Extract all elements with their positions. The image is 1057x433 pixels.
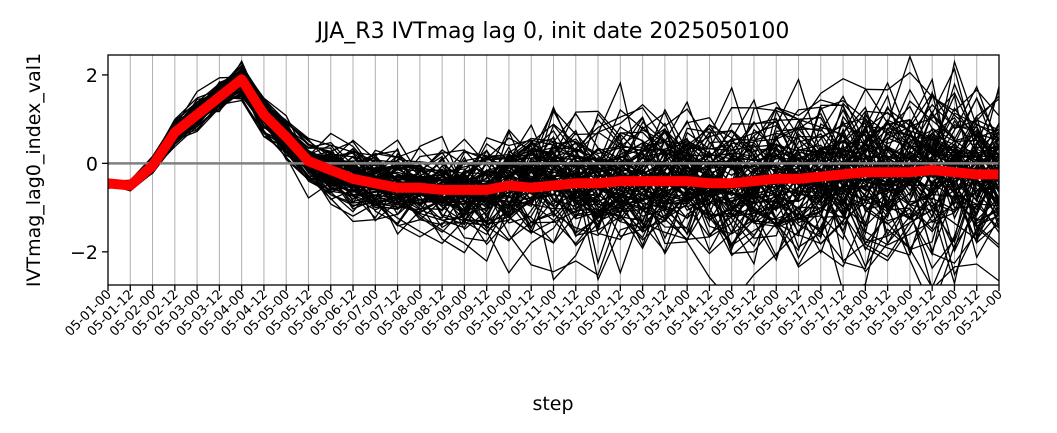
member-line [108, 89, 999, 262]
ensemble-mean-line [108, 74, 999, 195]
x-axis-label: step [532, 393, 573, 415]
y-axis-label: IVTmag_lag0_index_val1 [23, 53, 45, 287]
y-tick-label: 0 [86, 153, 98, 175]
member-line [108, 64, 999, 240]
y-tick-label: −2 [70, 242, 98, 264]
plot-area: −20205-01-0005-01-1205-02-0005-02-1205-0… [62, 54, 1006, 340]
chart-title: JJA_R3 IVTmag lag 0, init date 202505010… [315, 19, 790, 44]
y-tick-label: 2 [86, 65, 98, 87]
